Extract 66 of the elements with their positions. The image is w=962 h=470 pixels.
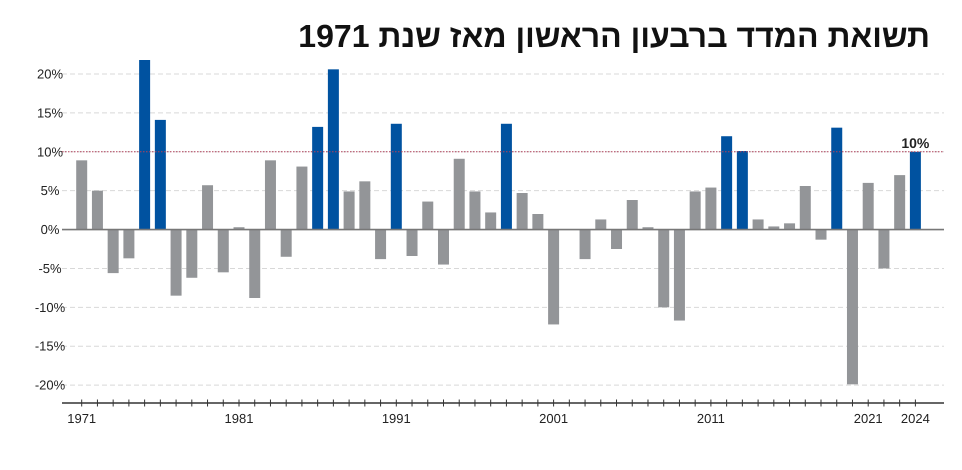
y-tick-label: -20% xyxy=(34,378,66,393)
bar xyxy=(658,230,670,308)
bar xyxy=(375,230,386,260)
x-tick-label: 2021 xyxy=(854,411,883,426)
bar xyxy=(500,124,512,230)
bar xyxy=(249,230,260,298)
bar xyxy=(800,186,811,230)
bar xyxy=(438,230,449,265)
bar xyxy=(878,230,890,268)
bar xyxy=(516,193,528,230)
bar xyxy=(422,202,434,230)
bar xyxy=(264,160,276,230)
bar xyxy=(674,230,685,321)
bar xyxy=(752,219,764,230)
bar xyxy=(108,230,119,274)
bar xyxy=(312,126,324,230)
bar xyxy=(580,230,591,260)
bar xyxy=(296,166,308,230)
bar xyxy=(548,230,560,324)
bar xyxy=(705,188,716,230)
x-tick-label: 1971 xyxy=(67,411,96,426)
x-tick-label: 2024 xyxy=(900,411,930,426)
bar xyxy=(894,175,906,230)
bar xyxy=(846,230,858,384)
y-tick-label: 15% xyxy=(36,105,64,120)
bar xyxy=(454,158,465,230)
bar xyxy=(186,230,198,278)
bar xyxy=(280,230,292,257)
bar xyxy=(690,191,701,230)
bar xyxy=(406,230,418,256)
bar xyxy=(202,185,214,230)
y-tick-label: -15% xyxy=(34,338,66,354)
bar xyxy=(123,230,134,258)
bar xyxy=(328,69,339,230)
bar xyxy=(736,151,748,230)
data-label: 10% xyxy=(901,134,930,151)
bar xyxy=(344,191,355,230)
bar xyxy=(92,190,103,230)
y-tick-label: -10% xyxy=(34,300,66,315)
bar xyxy=(469,191,480,230)
bar xyxy=(485,212,496,230)
bar xyxy=(139,60,150,230)
bar xyxy=(862,182,874,230)
bar xyxy=(595,219,606,230)
y-tick-label: 20% xyxy=(36,66,64,82)
bar xyxy=(532,214,544,230)
bar xyxy=(359,181,370,230)
bar xyxy=(218,230,229,272)
chart-title: תשואת המדד ברבעון הראשון מאז שנת 1971 xyxy=(298,18,930,55)
x-tick-label: 1991 xyxy=(382,411,411,426)
bar xyxy=(154,120,166,230)
bar xyxy=(910,152,921,230)
bar xyxy=(611,230,622,249)
bar xyxy=(831,128,842,230)
x-tick-label: 2011 xyxy=(696,411,725,426)
bar xyxy=(721,136,732,230)
x-tick-label: 2001 xyxy=(539,411,568,426)
y-tick-label: 10% xyxy=(36,144,64,160)
bar xyxy=(390,124,402,230)
bar xyxy=(626,200,638,230)
y-tick-label: 5% xyxy=(40,183,60,198)
bar xyxy=(76,160,88,230)
x-tick-label: 1981 xyxy=(224,411,254,426)
y-tick-label: -5% xyxy=(38,260,62,276)
bar xyxy=(170,230,182,296)
y-tick-label: 0% xyxy=(40,222,60,238)
